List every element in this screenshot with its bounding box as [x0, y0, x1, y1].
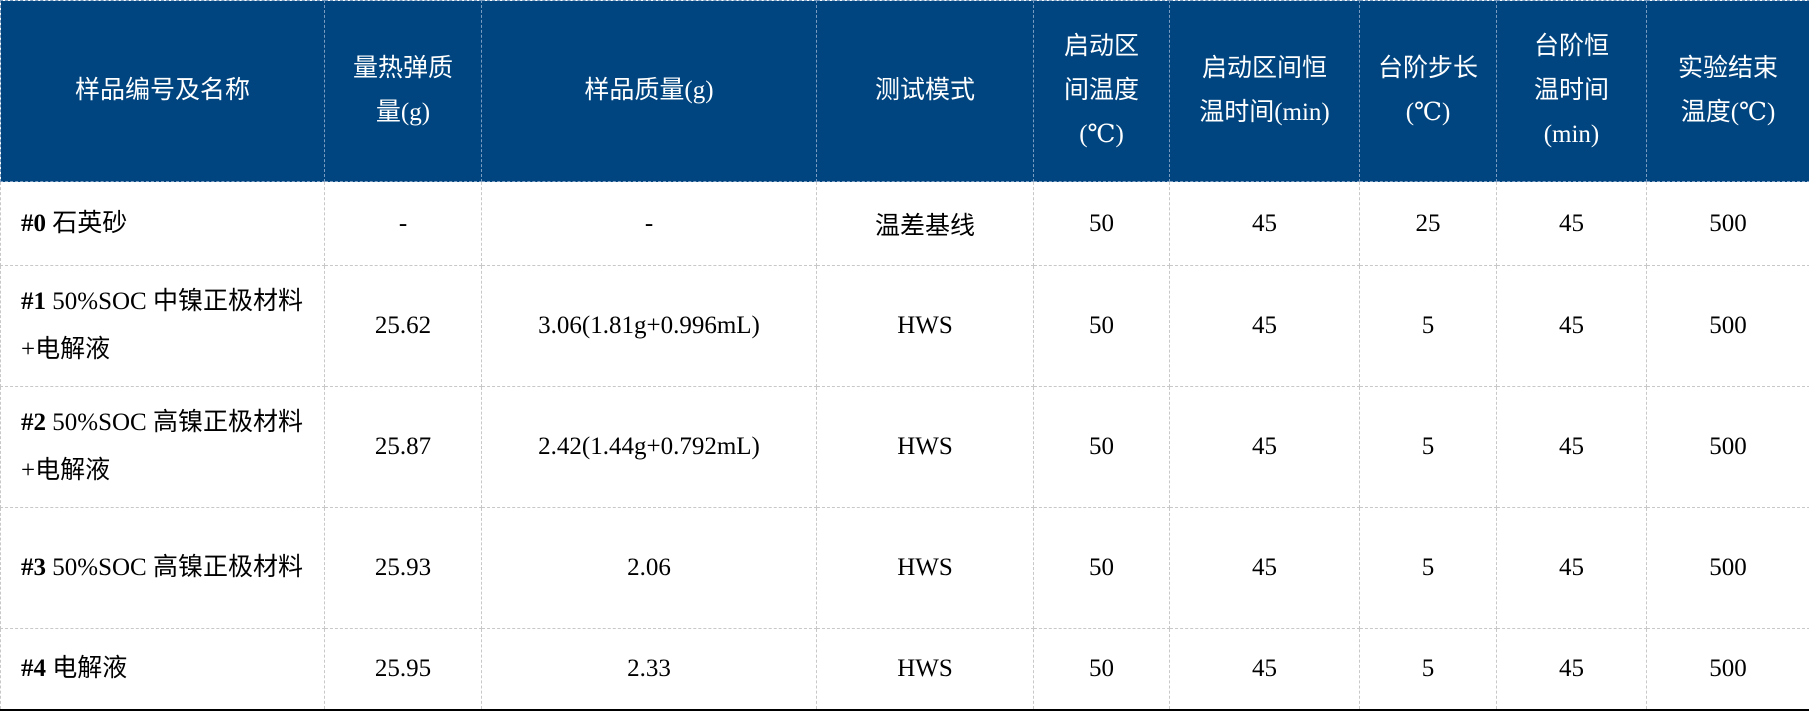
cell-step-hold: 45 [1497, 629, 1647, 711]
sample-name: 50%SOC 高镍正极材料+电解液 [21, 409, 303, 484]
sample-name: 电解液 [52, 655, 127, 682]
cell-sample-mass: 2.33 [482, 629, 817, 711]
header-end-temp: 实验结束温度(℃) [1647, 1, 1809, 182]
cell-sample-mass: 3.06(1.81g+0.996mL) [482, 266, 817, 387]
cell-bomb-mass: - [325, 182, 482, 266]
sample-id: #0 [21, 210, 46, 237]
cell-step: 25 [1360, 182, 1497, 266]
cell-step: 5 [1360, 508, 1497, 629]
cell-end-temp: 500 [1647, 182, 1809, 266]
cell-sample-mass: 2.06 [482, 508, 817, 629]
cell-sample-name: #1 50%SOC 中镍正极材料+电解液 [1, 266, 325, 387]
cell-end-temp: 500 [1647, 387, 1809, 508]
cell-step-hold: 45 [1497, 266, 1647, 387]
cell-start-temp: 50 [1034, 266, 1170, 387]
cell-mode: 温差基线 [817, 182, 1034, 266]
cell-bomb-mass: 25.62 [325, 266, 482, 387]
cell-bomb-mass: 25.93 [325, 508, 482, 629]
sample-id: #1 [21, 288, 46, 315]
sample-name: 50%SOC 高镍正极材料 [52, 554, 303, 581]
header-step-size: 台阶步长(℃) [1360, 1, 1497, 182]
cell-sample-mass: 2.42(1.44g+0.792mL) [482, 387, 817, 508]
cell-start-hold: 45 [1170, 508, 1360, 629]
header-bomb-mass: 量热弹质量(g) [325, 1, 482, 182]
header-sample-mass: 样品质量(g) [482, 1, 817, 182]
cell-step: 5 [1360, 266, 1497, 387]
header-start-temp: 启动区间温度(℃) [1034, 1, 1170, 182]
header-test-mode: 测试模式 [817, 1, 1034, 182]
cell-start-temp: 50 [1034, 182, 1170, 266]
cell-start-hold: 45 [1170, 182, 1360, 266]
cell-step-hold: 45 [1497, 387, 1647, 508]
sample-name: 50%SOC 中镍正极材料+电解液 [21, 288, 303, 363]
sample-id: #2 [21, 409, 46, 436]
sample-name: 石英砂 [52, 210, 127, 237]
cell-end-temp: 500 [1647, 266, 1809, 387]
cell-start-hold: 45 [1170, 387, 1360, 508]
cell-start-hold: 45 [1170, 266, 1360, 387]
cell-bomb-mass: 25.87 [325, 387, 482, 508]
cell-start-hold: 45 [1170, 629, 1360, 711]
header-step-hold-time: 台阶恒温时间(min) [1497, 1, 1647, 182]
cell-sample-mass: - [482, 182, 817, 266]
cell-step-hold: 45 [1497, 508, 1647, 629]
header-start-hold-time: 启动区间恒温时间(min) [1170, 1, 1360, 182]
cell-start-temp: 50 [1034, 508, 1170, 629]
sample-id: #3 [21, 554, 46, 581]
sample-id: #4 [21, 655, 46, 682]
cell-sample-name: #0 石英砂 [1, 182, 325, 266]
header-row: 样品编号及名称 量热弹质量(g) 样品质量(g) 测试模式 启动区间温度(℃) … [1, 1, 1809, 182]
cell-mode: HWS [817, 629, 1034, 711]
cell-end-temp: 500 [1647, 629, 1809, 711]
cell-sample-name: #3 50%SOC 高镍正极材料 [1, 508, 325, 629]
cell-step: 5 [1360, 387, 1497, 508]
cell-start-temp: 50 [1034, 629, 1170, 711]
cell-step: 5 [1360, 629, 1497, 711]
cell-mode: HWS [817, 266, 1034, 387]
cell-end-temp: 500 [1647, 508, 1809, 629]
cell-sample-name: #2 50%SOC 高镍正极材料+电解液 [1, 387, 325, 508]
cell-mode: HWS [817, 508, 1034, 629]
header-sample-name: 样品编号及名称 [1, 1, 325, 182]
cell-start-temp: 50 [1034, 387, 1170, 508]
cell-bomb-mass: 25.95 [325, 629, 482, 711]
cell-sample-name: #4 电解液 [1, 629, 325, 711]
cell-step-hold: 45 [1497, 182, 1647, 266]
cell-mode: HWS [817, 387, 1034, 508]
